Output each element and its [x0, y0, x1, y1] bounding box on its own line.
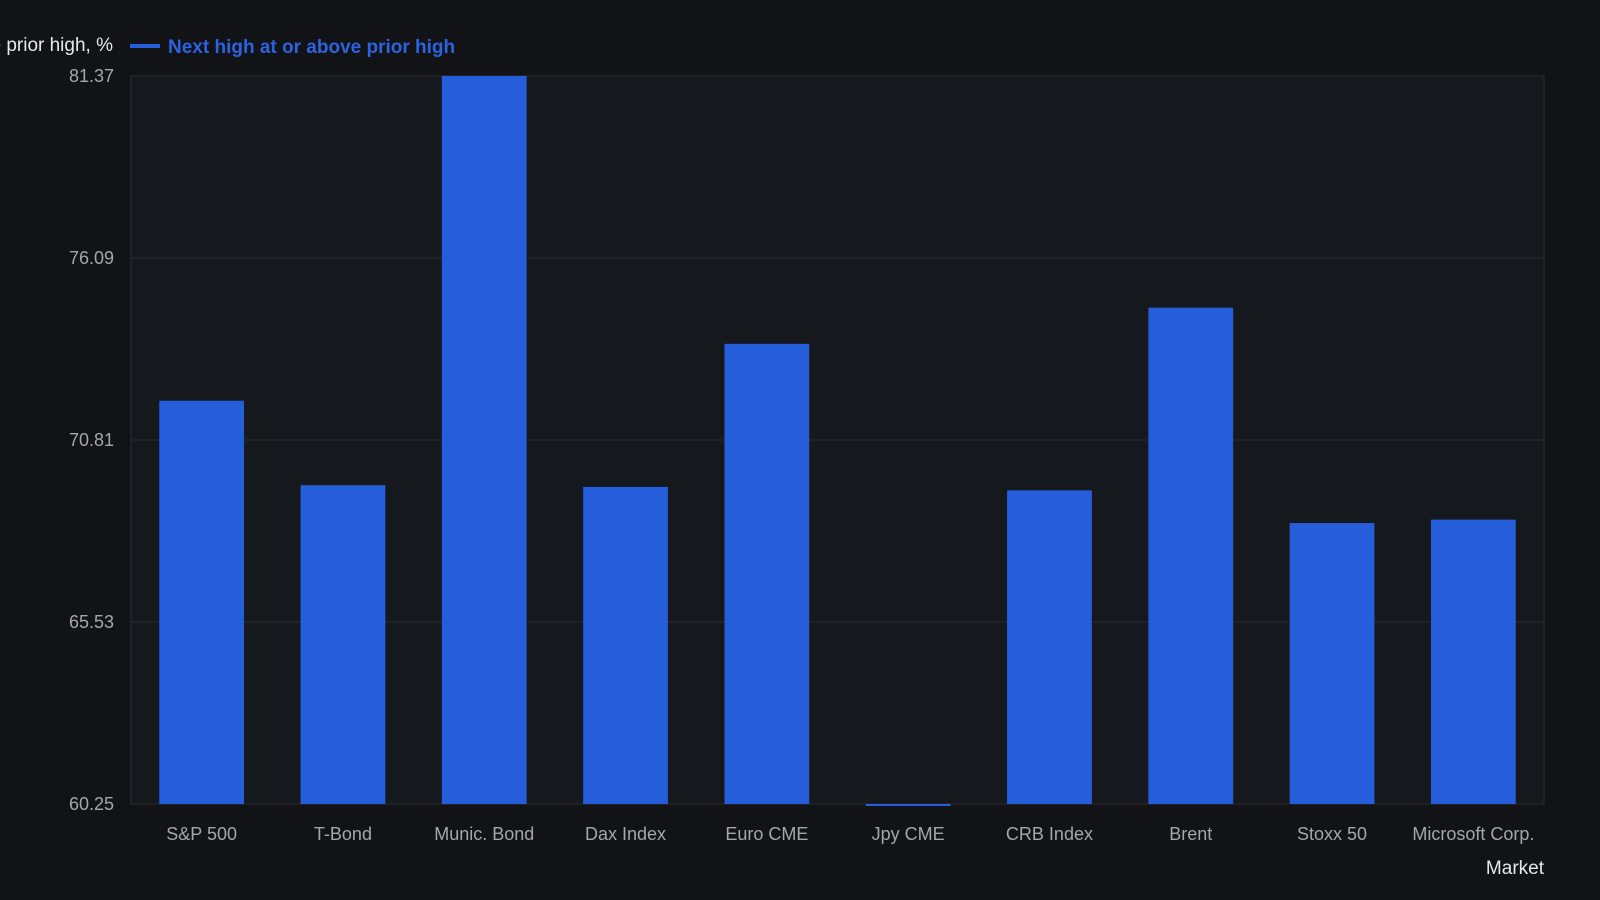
x-tick-label: Jpy CME	[872, 824, 945, 844]
x-tick-label: Stoxx 50	[1297, 824, 1367, 844]
x-axis-ticks: S&P 500 T-Bond Munic. Bond Dax Index Euro CM…	[166, 824, 1534, 844]
y-axis-title: Next high at or above prior high, %	[0, 35, 113, 56]
bar[interactable]	[1007, 490, 1092, 804]
x-tick-label: Euro CME	[725, 824, 808, 844]
bar[interactable]	[1430, 519, 1516, 804]
bar[interactable]	[583, 486, 668, 804]
x-tick-label: CRB Index	[1006, 824, 1093, 844]
y-tick-label: 76.09	[69, 248, 114, 268]
x-tick-label: Dax Index	[585, 824, 666, 844]
legend-label[interactable]: Next high at or above prior high	[168, 37, 455, 58]
x-tick-label: Munic. Bond	[434, 824, 534, 844]
x-axis-title: Market	[1486, 858, 1545, 879]
y-tick-label: 70.81	[69, 430, 114, 450]
x-tick-label: Brent	[1169, 824, 1212, 844]
y-tick-label: 65.53	[69, 612, 114, 632]
bar[interactable]	[300, 485, 386, 804]
bar[interactable]	[159, 400, 245, 804]
bar[interactable]	[724, 343, 810, 804]
y-tick-label: 60.25	[69, 794, 114, 814]
x-tick-label: T-Bond	[314, 824, 372, 844]
y-axis-ticks: 60.25 65.53 70.81 76.09 81.37	[69, 66, 114, 814]
bar[interactable]	[1289, 523, 1375, 804]
x-tick-label: S&P 500	[166, 824, 237, 844]
bar[interactable]	[441, 76, 527, 804]
y-tick-label: 81.37	[69, 66, 114, 86]
bar[interactable]	[1148, 307, 1234, 804]
x-tick-label: Microsoft Corp.	[1412, 824, 1534, 844]
bar[interactable]	[865, 804, 951, 806]
bars	[159, 76, 1516, 806]
